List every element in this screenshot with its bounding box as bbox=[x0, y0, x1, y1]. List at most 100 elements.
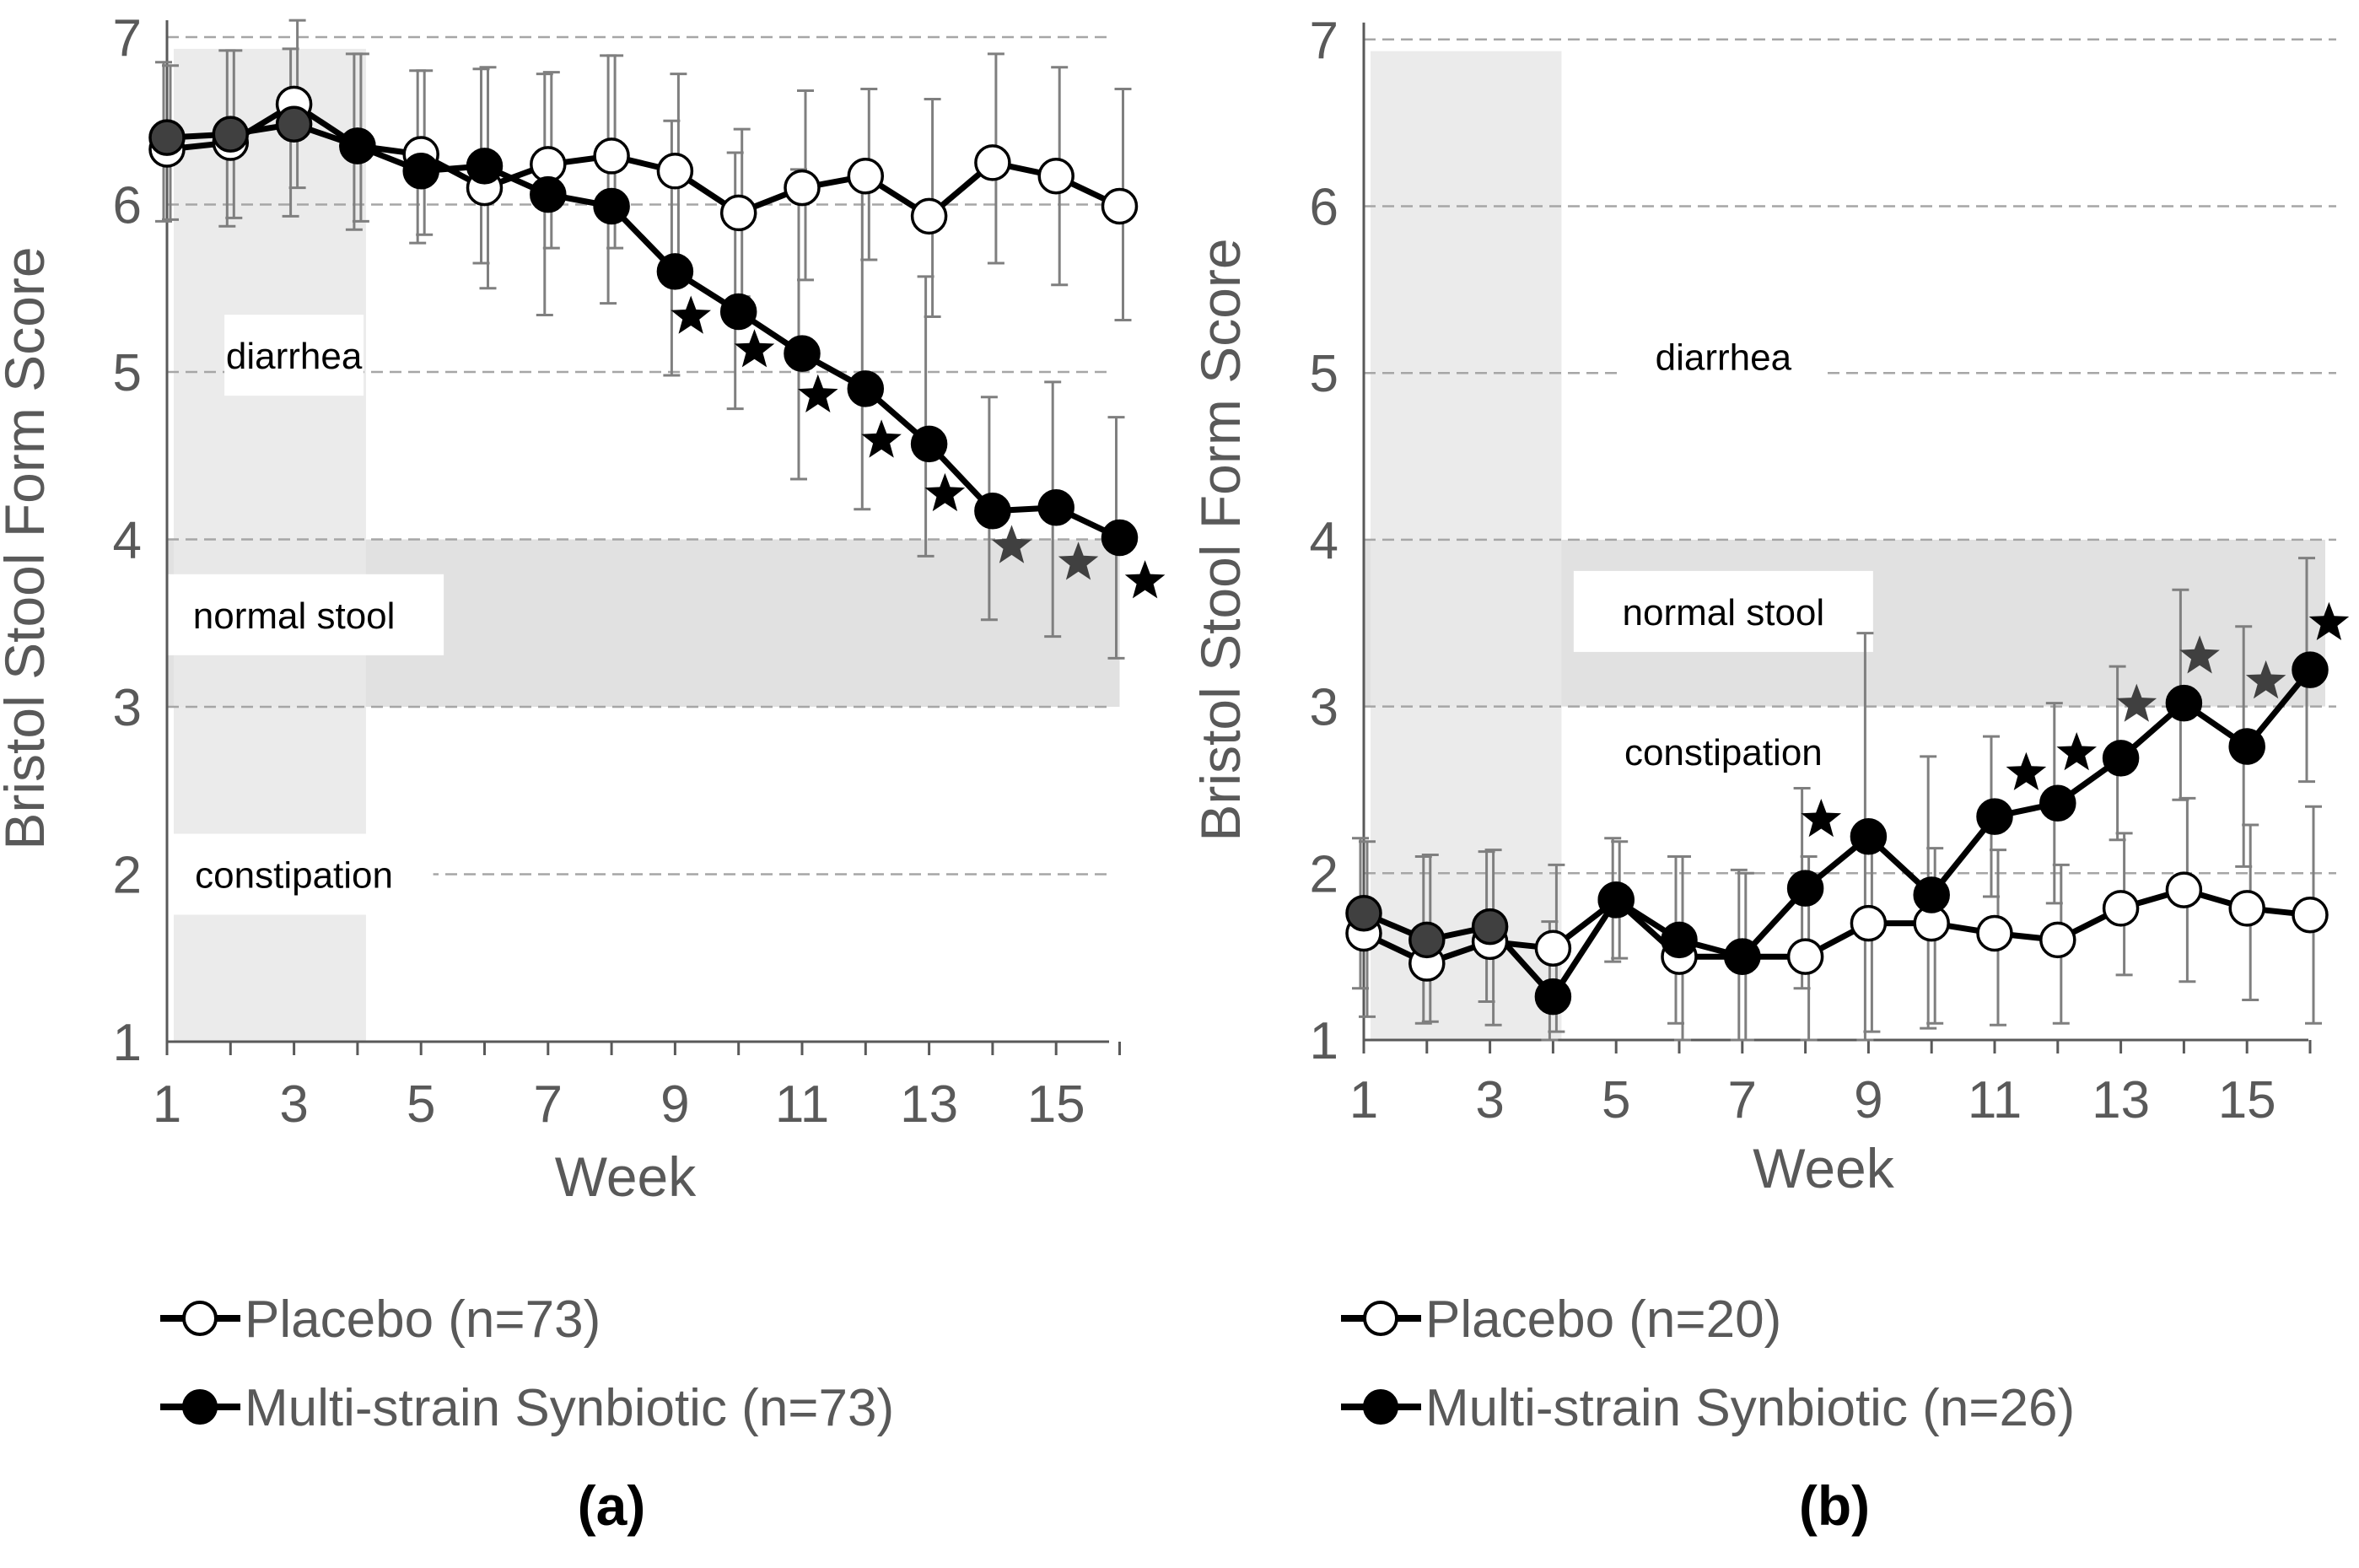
data-point bbox=[212, 116, 250, 153]
legend-marker bbox=[182, 1301, 218, 1336]
series-line bbox=[1362, 667, 2313, 1002]
data-point bbox=[2228, 728, 2265, 765]
x-tick-label: 11 bbox=[775, 1075, 829, 1134]
y-tick-label: 3 bbox=[113, 679, 142, 737]
legend-label: Multi-strain Synbiotic (n=26) bbox=[1425, 1379, 2075, 1437]
region-label: constipation bbox=[195, 855, 393, 897]
y-tick-label: 1 bbox=[1310, 1012, 1338, 1070]
series-line bbox=[1362, 886, 2311, 967]
region-label-bg bbox=[1573, 570, 1873, 652]
x-axis-title: Week bbox=[555, 1145, 697, 1208]
region-label: normal stool bbox=[1623, 592, 1825, 633]
chart-panel-b: diarrhea normal stool constipation 1 2 3 4 5 6 7 1… bbox=[1189, 12, 2350, 1537]
x-tick-label: 13 bbox=[900, 1075, 958, 1134]
x-tick-label: 9 bbox=[1854, 1071, 1882, 1129]
data-point bbox=[1786, 870, 1824, 907]
data-point bbox=[2102, 740, 2140, 777]
significance-star bbox=[1124, 560, 1166, 599]
y-tick-label: 2 bbox=[1310, 845, 1338, 903]
y-axis-title: Bristol Stool Form Score bbox=[1189, 238, 1252, 841]
x-tick-label: 5 bbox=[1602, 1071, 1630, 1129]
data-point bbox=[1534, 929, 1572, 967]
data-point bbox=[402, 153, 439, 190]
series-line bbox=[166, 100, 1121, 220]
legend-marker bbox=[1363, 1389, 1398, 1425]
y-tick-label: 2 bbox=[113, 847, 142, 905]
x-tick-label: 3 bbox=[1475, 1071, 1504, 1129]
data-point bbox=[1913, 876, 1950, 913]
region-label: diarrhea bbox=[1656, 337, 1792, 378]
legend-label: Placebo (n=20) bbox=[1425, 1291, 1781, 1349]
region-label-bg bbox=[224, 315, 364, 396]
region-label-bg bbox=[1622, 315, 1825, 397]
region-label-bg bbox=[144, 574, 444, 655]
significance-star bbox=[924, 472, 966, 512]
data-point bbox=[1534, 978, 1572, 1016]
data-point bbox=[719, 293, 757, 331]
region-label: constipation bbox=[1624, 732, 1823, 773]
chart-panel-a: diarrhea normal stool constipation 1 2 3 4 5 6 7 1… bbox=[0, 9, 1166, 1537]
region-label: normal stool bbox=[193, 595, 396, 637]
legend-label: Multi-strain Synbiotic (n=73) bbox=[245, 1379, 894, 1437]
data-point bbox=[2039, 921, 2076, 959]
y-tick-label: 4 bbox=[1310, 512, 1338, 570]
data-point bbox=[1101, 519, 1139, 557]
data-point bbox=[847, 370, 885, 407]
data-point bbox=[1976, 914, 2013, 952]
data-point bbox=[1471, 908, 1509, 946]
x-tick-label: 1 bbox=[1349, 1071, 1378, 1129]
panel-label: (a) bbox=[578, 1474, 646, 1537]
significance-star bbox=[1801, 799, 1842, 838]
significance-star bbox=[1058, 542, 1099, 580]
data-point bbox=[1101, 187, 1139, 225]
data-point bbox=[2292, 896, 2329, 934]
data-point bbox=[1724, 938, 1761, 975]
baseline-shading bbox=[1371, 51, 1562, 1040]
data-point bbox=[656, 253, 694, 290]
data-point bbox=[656, 153, 694, 190]
data-point bbox=[719, 194, 757, 232]
x-tick-label: 5 bbox=[407, 1075, 435, 1134]
data-point bbox=[2165, 684, 2203, 722]
y-tick-label: 6 bbox=[1310, 179, 1338, 237]
data-point bbox=[1408, 921, 1446, 959]
region-label-bg bbox=[1580, 710, 1867, 792]
data-point bbox=[593, 187, 630, 225]
data-point bbox=[1661, 921, 1698, 959]
x-tick-label: 9 bbox=[660, 1075, 689, 1134]
significance-star bbox=[2308, 601, 2350, 640]
x-tick-label: 7 bbox=[534, 1075, 563, 1134]
data-point bbox=[1597, 881, 1635, 919]
x-tick-label: 13 bbox=[2092, 1071, 2150, 1129]
data-point bbox=[1850, 818, 1888, 855]
region-label: diarrhea bbox=[226, 336, 363, 377]
data-point bbox=[2292, 651, 2329, 688]
data-point bbox=[2039, 784, 2076, 822]
region-label-bg bbox=[154, 833, 434, 915]
legend-marker bbox=[182, 1389, 218, 1425]
x-tick-label: 15 bbox=[2218, 1071, 2276, 1129]
data-point bbox=[910, 197, 948, 235]
data-point bbox=[784, 169, 821, 207]
data-point bbox=[1345, 894, 1382, 932]
data-point bbox=[339, 127, 376, 164]
significance-star bbox=[991, 525, 1032, 563]
significance-star bbox=[2116, 683, 2157, 722]
significance-star bbox=[2245, 660, 2286, 699]
data-point bbox=[1850, 904, 1888, 942]
data-point bbox=[148, 119, 186, 156]
panel-label: (b) bbox=[1799, 1474, 1870, 1537]
significance-star bbox=[2179, 635, 2220, 674]
significance-star bbox=[798, 374, 838, 412]
data-point bbox=[1786, 938, 1824, 975]
data-point bbox=[1037, 158, 1074, 195]
y-axis-title: Bristol Stool Form Score bbox=[0, 246, 56, 849]
significance-star bbox=[2056, 732, 2097, 771]
x-tick-label: 1 bbox=[153, 1075, 181, 1134]
y-tick-label: 5 bbox=[113, 344, 142, 402]
significance-star bbox=[2006, 752, 2047, 790]
y-tick-label: 6 bbox=[113, 177, 142, 235]
x-axis-title: Week bbox=[1753, 1137, 1895, 1199]
data-point bbox=[784, 335, 821, 372]
